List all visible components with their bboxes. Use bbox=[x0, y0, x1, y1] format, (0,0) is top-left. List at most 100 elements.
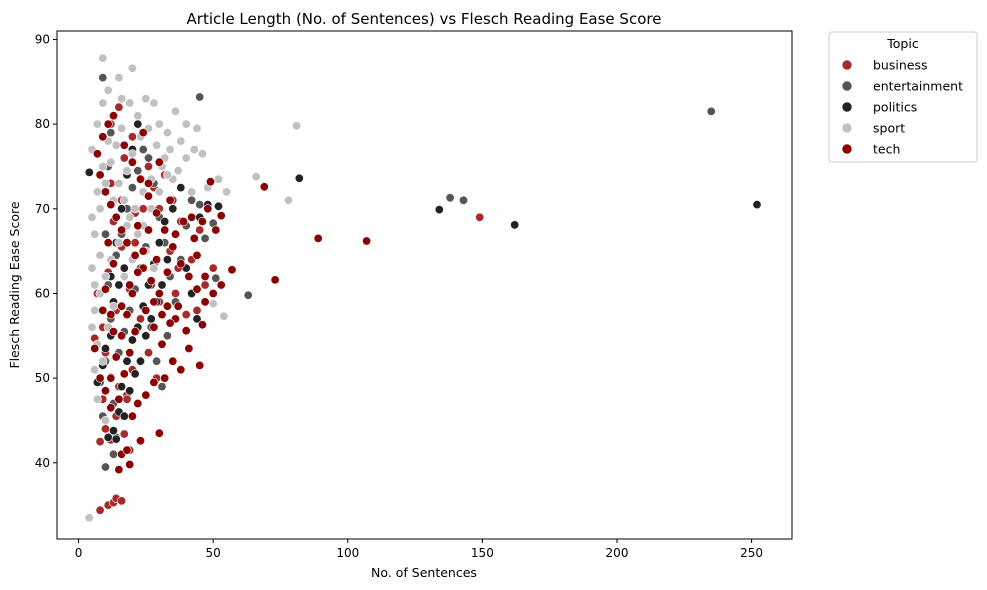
data-point-politics bbox=[119, 263, 129, 273]
data-point-tech bbox=[103, 119, 113, 129]
data-point-tech bbox=[176, 259, 186, 269]
data-point-tech bbox=[154, 288, 164, 298]
data-point-sport bbox=[98, 53, 108, 63]
data-point-sport bbox=[114, 238, 124, 248]
data-point-sport bbox=[98, 98, 108, 108]
data-point-sport bbox=[222, 187, 232, 197]
legend-label-sport: sport bbox=[873, 121, 905, 136]
data-point-sport bbox=[154, 119, 164, 129]
data-point-politics bbox=[119, 411, 129, 421]
data-point-entertainment bbox=[211, 273, 221, 283]
data-point-tech bbox=[109, 327, 119, 337]
data-point-tech bbox=[184, 343, 194, 353]
data-point-tech bbox=[111, 212, 121, 222]
data-point-sport bbox=[149, 263, 159, 273]
data-point-tech bbox=[181, 326, 191, 336]
data-point-tech bbox=[206, 177, 216, 187]
data-point-sport bbox=[208, 299, 218, 309]
data-point-entertainment bbox=[195, 200, 205, 210]
data-point-tech bbox=[154, 157, 164, 167]
legend-marker-entertainment bbox=[841, 80, 853, 92]
data-point-sport bbox=[95, 250, 105, 260]
x-axis: 0 50 100 150 200 250 bbox=[75, 539, 763, 560]
data-point-politics bbox=[214, 201, 224, 211]
legend-marker-tech bbox=[841, 143, 853, 155]
data-point-sport bbox=[152, 140, 162, 150]
data-point-business bbox=[101, 424, 111, 434]
data-point-sport bbox=[103, 85, 113, 95]
data-point-sport bbox=[117, 94, 127, 104]
data-point-entertainment bbox=[157, 382, 167, 392]
data-point-sport bbox=[283, 195, 293, 205]
data-point-politics bbox=[141, 331, 151, 341]
data-point-sport bbox=[165, 145, 175, 155]
data-point-sport bbox=[219, 311, 229, 321]
data-point-tech bbox=[200, 297, 210, 307]
data-point-sport bbox=[90, 305, 100, 315]
data-point-sport bbox=[87, 263, 97, 273]
data-point-tech bbox=[197, 217, 207, 227]
data-point-tech bbox=[117, 331, 127, 341]
data-point-tech bbox=[109, 111, 119, 121]
data-point-politics bbox=[133, 119, 143, 129]
data-point-sport bbox=[119, 271, 129, 281]
legend: Topic business entertainment politics sport… bbox=[828, 31, 978, 163]
data-point-sport bbox=[90, 280, 100, 290]
data-point-tech bbox=[138, 246, 148, 256]
data-point-entertainment bbox=[109, 449, 119, 459]
data-point-sport bbox=[162, 170, 172, 180]
data-point-business bbox=[208, 263, 218, 273]
data-point-entertainment bbox=[243, 290, 253, 300]
data-point-tech bbox=[141, 390, 151, 400]
data-point-business bbox=[114, 102, 124, 112]
data-point-tech bbox=[114, 465, 124, 475]
data-point-politics bbox=[510, 220, 520, 230]
data-point-sport bbox=[292, 121, 302, 131]
series-tech bbox=[90, 111, 372, 475]
data-point-tech bbox=[152, 208, 162, 218]
data-point-business bbox=[475, 212, 485, 222]
data-point-tech bbox=[138, 128, 148, 138]
data-point-sport bbox=[181, 119, 191, 129]
data-point-politics bbox=[122, 356, 132, 366]
data-point-tech bbox=[106, 403, 116, 413]
data-point-tech bbox=[211, 225, 221, 235]
data-point-tech bbox=[127, 288, 137, 298]
data-point-business bbox=[95, 505, 105, 515]
data-point-tech bbox=[227, 265, 237, 275]
x-tick-label: 250 bbox=[740, 546, 763, 560]
data-point-politics bbox=[111, 434, 121, 444]
data-point-tech bbox=[168, 242, 178, 252]
data-point-politics bbox=[168, 204, 178, 214]
legend-marker-business bbox=[841, 59, 853, 71]
data-point-sport bbox=[111, 140, 121, 150]
data-point-politics bbox=[117, 204, 127, 214]
data-point-tech bbox=[162, 267, 172, 277]
data-point-business bbox=[117, 496, 127, 506]
data-point-business bbox=[181, 310, 191, 320]
data-point-tech bbox=[98, 132, 108, 142]
data-point-business bbox=[95, 437, 105, 447]
data-point-tech bbox=[179, 217, 189, 227]
data-point-politics bbox=[192, 314, 202, 324]
data-point-tech bbox=[149, 322, 159, 332]
data-point-sport bbox=[117, 123, 127, 133]
x-tick-label: 200 bbox=[606, 546, 629, 560]
data-point-tech bbox=[127, 157, 137, 167]
x-axis-label: No. of Sentences bbox=[371, 565, 477, 580]
data-point-sport bbox=[101, 415, 111, 425]
data-point-business bbox=[122, 394, 132, 404]
data-point-sport bbox=[189, 145, 199, 155]
y-tick-label: 90 bbox=[35, 32, 50, 46]
legend-marker-sport bbox=[841, 122, 853, 134]
data-point-tech bbox=[109, 259, 119, 269]
data-point-sport bbox=[90, 365, 100, 375]
data-point-entertainment bbox=[98, 73, 108, 83]
data-point-sport bbox=[87, 212, 97, 222]
data-point-tech bbox=[95, 373, 105, 383]
data-point-politics bbox=[125, 386, 135, 396]
data-point-tech bbox=[203, 204, 213, 214]
y-tick-label: 60 bbox=[35, 286, 50, 300]
data-point-tech bbox=[117, 225, 127, 235]
data-point-tech bbox=[149, 297, 159, 307]
